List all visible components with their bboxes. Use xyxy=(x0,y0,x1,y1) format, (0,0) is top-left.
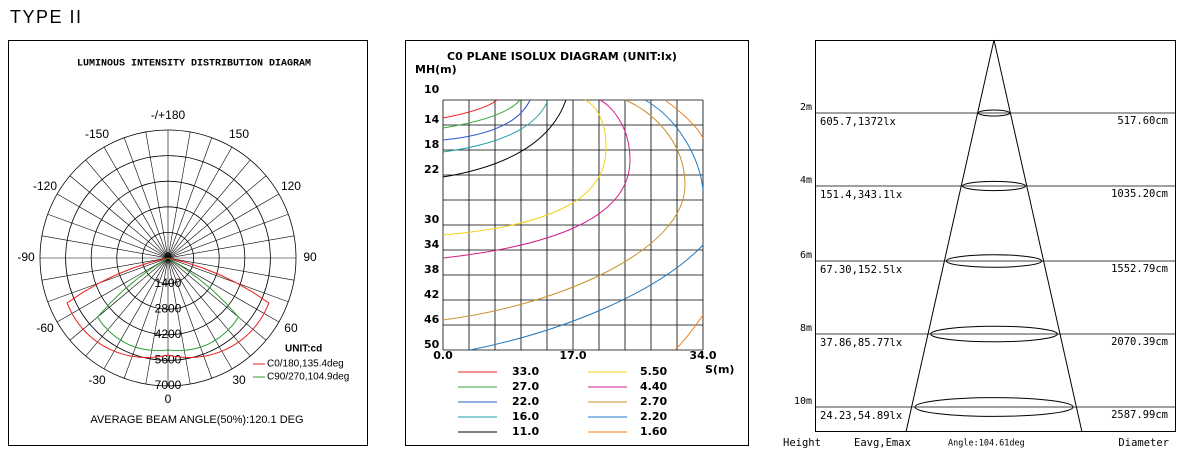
polar-angle-label: -/+180 xyxy=(151,108,186,122)
isolux-title: C0 PLANE ISOLUX DIAGRAM (UNIT:lx) xyxy=(447,50,677,63)
height-label: 8m xyxy=(800,323,812,334)
legend-label: C0/180,135.4deg xyxy=(267,359,344,370)
polar-angle-label: -60 xyxy=(36,321,54,335)
height-label: 6m xyxy=(800,250,812,261)
legend-label: 2.70 xyxy=(640,395,667,408)
y-tick-label: 18 xyxy=(424,138,439,151)
curve xyxy=(442,99,686,321)
polar-angle-label: 150 xyxy=(229,127,249,141)
footer-illuminance: Eavg,Emax xyxy=(854,437,911,449)
curve xyxy=(442,99,567,178)
legend-label: 2.20 xyxy=(640,410,667,423)
x-tick-label: 17.0 xyxy=(559,349,586,362)
legend-label: 1.60 xyxy=(640,425,667,438)
polar-curve xyxy=(96,257,240,352)
y-tick-label: 38 xyxy=(424,263,439,276)
isolux-y-label: MH(m) xyxy=(415,63,457,76)
height-label: 10m xyxy=(794,396,812,407)
legend-label: C90/270,104.9deg xyxy=(267,372,349,383)
curve xyxy=(442,99,521,129)
light-spot xyxy=(930,325,1058,343)
curve xyxy=(442,99,498,119)
cone-edge xyxy=(993,39,1083,433)
y-tick-label: 30 xyxy=(424,213,440,226)
page-title: TYPE II xyxy=(10,7,83,27)
polar-angle-label: -150 xyxy=(85,127,109,141)
legend-label: 27.0 xyxy=(512,380,539,393)
polar-radial-label: 0 xyxy=(165,250,172,264)
polar-title: LUMINOUS INTENSITY DISTRIBUTION DIAGRAM xyxy=(77,59,311,70)
footer-diameter: Diameter xyxy=(1118,437,1169,449)
footer-height: Height xyxy=(783,437,821,449)
light-spot xyxy=(945,254,1043,268)
legend-label: 33.0 xyxy=(512,365,539,378)
curve xyxy=(442,99,549,153)
polar-radial-label: 4200 xyxy=(155,327,182,341)
y-tick-label: 34 xyxy=(424,238,440,251)
illuminance-label: 24.23,54.89lx xyxy=(820,410,902,422)
height-label: 2m xyxy=(800,102,812,113)
legend-label: 16.0 xyxy=(512,410,539,423)
diameter-label: 1552.79cm xyxy=(1111,263,1168,275)
y-tick-label: 22 xyxy=(424,163,439,176)
polar-curve xyxy=(66,257,270,359)
diameter-label: 1035.20cm xyxy=(1111,188,1168,200)
cone-panel xyxy=(815,40,1176,432)
polar-angle-label: -90 xyxy=(17,250,35,264)
illuminance-label: 605.7,1372lx xyxy=(820,116,896,128)
polar-angle-label: 90 xyxy=(303,250,317,264)
polar-footer: AVERAGE BEAM ANGLE(50%):120.1 DEG xyxy=(90,414,303,426)
x-axis-label: S(m) xyxy=(705,363,734,376)
polar-radial-label: 2800 xyxy=(155,301,182,315)
legend-label: 5.50 xyxy=(640,365,667,378)
polar-radial-label: 7000 xyxy=(155,378,182,392)
illuminance-label: 67.30,152.5lx xyxy=(820,264,902,276)
footer-angle: Angle:104.61deg xyxy=(948,439,1025,449)
diameter-label: 2587.99cm xyxy=(1111,409,1168,421)
y-tick-label: 42 xyxy=(424,288,439,301)
light-spot xyxy=(914,397,1074,417)
light-spot xyxy=(977,109,1011,117)
polar-angle-label: -30 xyxy=(88,373,106,387)
light-spot xyxy=(962,180,1026,192)
curve xyxy=(442,99,531,141)
polar-radial-label: 1400 xyxy=(155,276,182,290)
polar-angle-label: 60 xyxy=(284,321,298,335)
polar-angle-label: 30 xyxy=(232,373,246,387)
diameter-label: 517.60cm xyxy=(1117,115,1168,127)
curve xyxy=(442,99,607,236)
polar-panel xyxy=(8,40,368,446)
isolux-panel xyxy=(405,40,749,446)
x-tick-label: 34.0 xyxy=(689,349,716,362)
y-tick-label: 50 xyxy=(424,338,440,351)
polar-unit: UNIT:cd xyxy=(285,344,322,355)
polar-angle-label: -120 xyxy=(33,179,57,193)
illuminance-label: 151.4,343.1lx xyxy=(820,189,902,201)
isolux-curves xyxy=(442,99,704,351)
cone-edge xyxy=(905,39,995,433)
x-tick-label: 0.0 xyxy=(433,349,453,362)
diameter-label: 2070.39cm xyxy=(1111,336,1168,348)
curve xyxy=(664,99,704,351)
legend-label: 22.0 xyxy=(512,395,539,408)
y-tick-label: 46 xyxy=(424,313,440,326)
legend-label: 4.40 xyxy=(640,380,667,393)
illuminance-label: 37.86,85.77lx xyxy=(820,337,902,349)
curve xyxy=(442,99,631,259)
curve xyxy=(469,99,704,351)
y-tick-label: 10 xyxy=(424,83,440,96)
y-tick-label: 14 xyxy=(424,113,440,126)
polar-angle-label: 120 xyxy=(281,179,301,193)
height-label: 4m xyxy=(800,175,812,186)
polar-angle-label: 0 xyxy=(165,392,172,406)
legend-label: 11.0 xyxy=(512,425,539,438)
